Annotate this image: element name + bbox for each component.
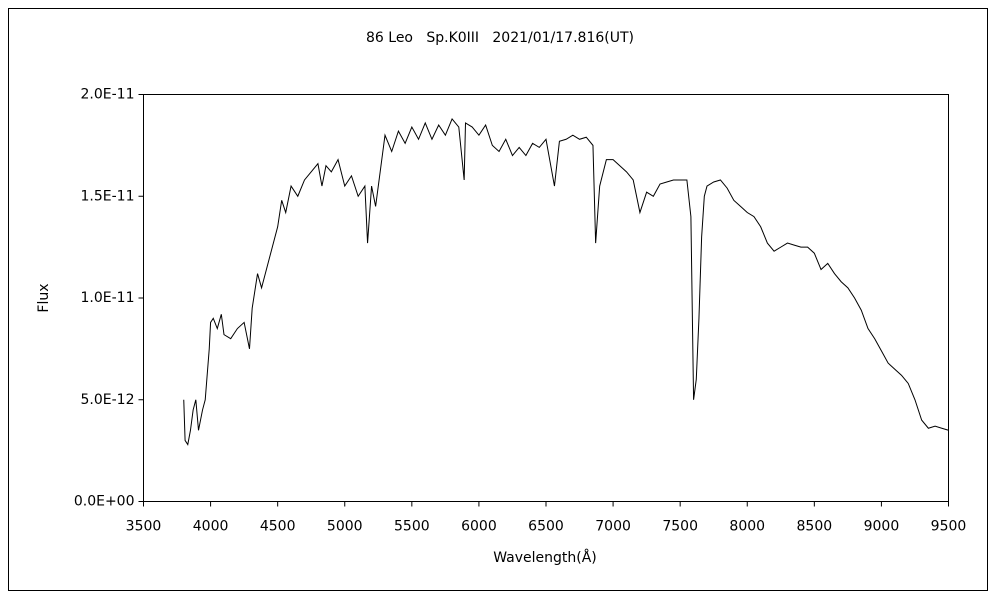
x-tick-label: 5000	[327, 519, 363, 535]
x-tick-label: 8000	[729, 519, 765, 535]
x-tick-label: 4000	[193, 519, 229, 535]
x-tick-label: 7000	[595, 519, 631, 535]
y-tick-label: 1.0E-11	[81, 290, 135, 306]
x-tick-label: 9000	[864, 519, 900, 535]
x-axis-label: Wavelength(Å)	[493, 549, 597, 566]
x-tick-label: 8500	[797, 519, 833, 535]
x-tick-label: 4500	[260, 519, 296, 535]
y-tick-label: 5.0E-12	[81, 392, 135, 408]
y-tick-label: 2.0E-11	[81, 87, 135, 103]
y-tick-label: 1.5E-11	[81, 188, 135, 204]
x-tick-label: 7500	[662, 519, 698, 535]
x-tick-label: 6000	[461, 519, 497, 535]
y-tick-label: 0.0E+00	[74, 494, 135, 510]
x-tick-label: 3500	[126, 519, 162, 535]
spectrum-line	[183, 117, 949, 446]
x-tick-label: 6500	[528, 519, 564, 535]
plot-area	[143, 94, 949, 502]
y-axis-label: Flux	[36, 283, 52, 312]
x-tick-label: 9500	[931, 519, 967, 535]
chart-title: 86 Leo Sp.K0III 2021/01/17.816(UT)	[366, 30, 634, 46]
x-tick-label: 5500	[394, 519, 430, 535]
